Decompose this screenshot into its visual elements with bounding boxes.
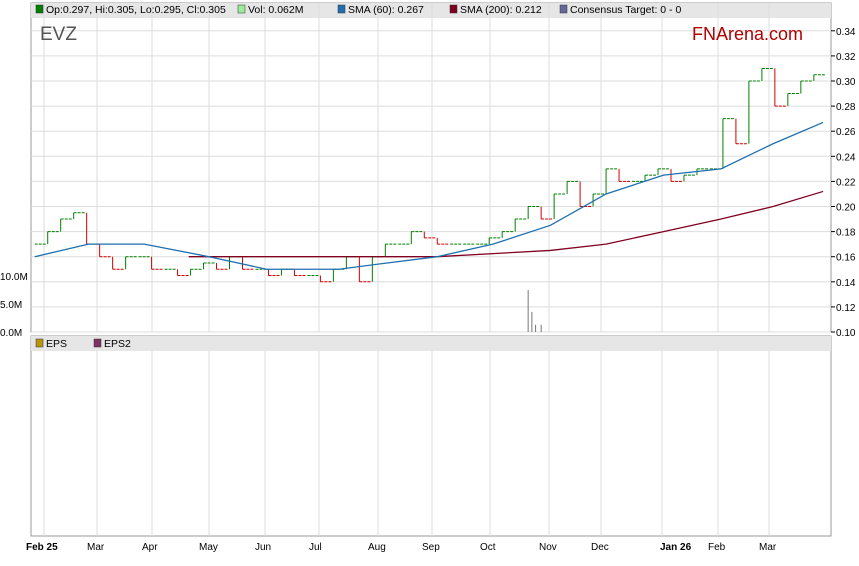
ticker-label: EVZ [40,24,77,45]
legend-swatch [35,4,44,14]
x-tick-label: Mar [87,542,105,553]
legend-swatch [35,338,44,348]
y-tick-label: 0.32 [836,52,856,63]
legend-label: EPS2 [104,338,131,350]
legend-bar [31,3,831,18]
eps-legend-bar [31,336,831,351]
y-tick-label: 0.20 [836,203,856,214]
y-tick-label: 0.16 [836,253,856,264]
volume-tick-label: 10.0M [0,272,28,283]
legend-swatch [237,4,246,14]
price-panel [30,2,832,333]
y-tick-label: 0.34 [836,27,856,38]
y-tick-label: 0.22 [836,177,856,188]
x-tick-label: Jun [255,542,271,553]
legend-swatch [559,4,568,14]
x-tick-label: Mar [759,542,777,553]
y-tick-label: 0.24 [836,152,856,163]
y-tick-label: 0.28 [836,102,856,113]
sma200-line [188,190,824,258]
x-tick-label: Oct [480,542,496,553]
eps-panel [30,335,832,537]
x-tick-label: Jul [309,542,322,553]
legend-swatch [449,4,458,14]
y-tick-label: 0.10 [836,328,856,339]
x-tick-label: Apr [142,542,158,553]
x-tick-label: May [199,542,218,553]
y-tick-label: 0.30 [836,77,856,88]
volume-tick-label: 5.0M [0,300,22,311]
legend-swatch [337,4,346,14]
legend-swatch [93,338,102,348]
volume-tick-label: 0.0M [0,328,22,339]
y-tick-label: 0.12 [836,303,856,314]
legend-label: Op:0.297, Hi:0.305, Lo:0.295, Cl:0.305 [46,4,226,16]
x-tick-label: Nov [539,542,557,553]
x-tick-label: Feb 25 [26,542,58,553]
x-tick-label: Feb [708,542,726,553]
x-tick-label: Aug [368,542,386,553]
legend-label: SMA (60): 0.267 [348,4,424,16]
y-tick-label: 0.18 [836,228,856,239]
x-tick-label: Dec [591,542,609,553]
y-tick-label: 0.26 [836,127,856,138]
legend-label: SMA (200): 0.212 [460,4,542,16]
brand-logo: FNArena.com [692,24,803,44]
legend-label: Consensus Target: 0 - 0 [570,4,681,16]
legend-label: Vol: 0.062M [248,4,303,16]
sma60-line [34,121,824,270]
x-tick-label: Sep [422,542,440,553]
legend-label: EPS [46,338,67,350]
x-tick-label: Jan 26 [660,542,692,553]
y-tick-label: 0.14 [836,278,856,289]
